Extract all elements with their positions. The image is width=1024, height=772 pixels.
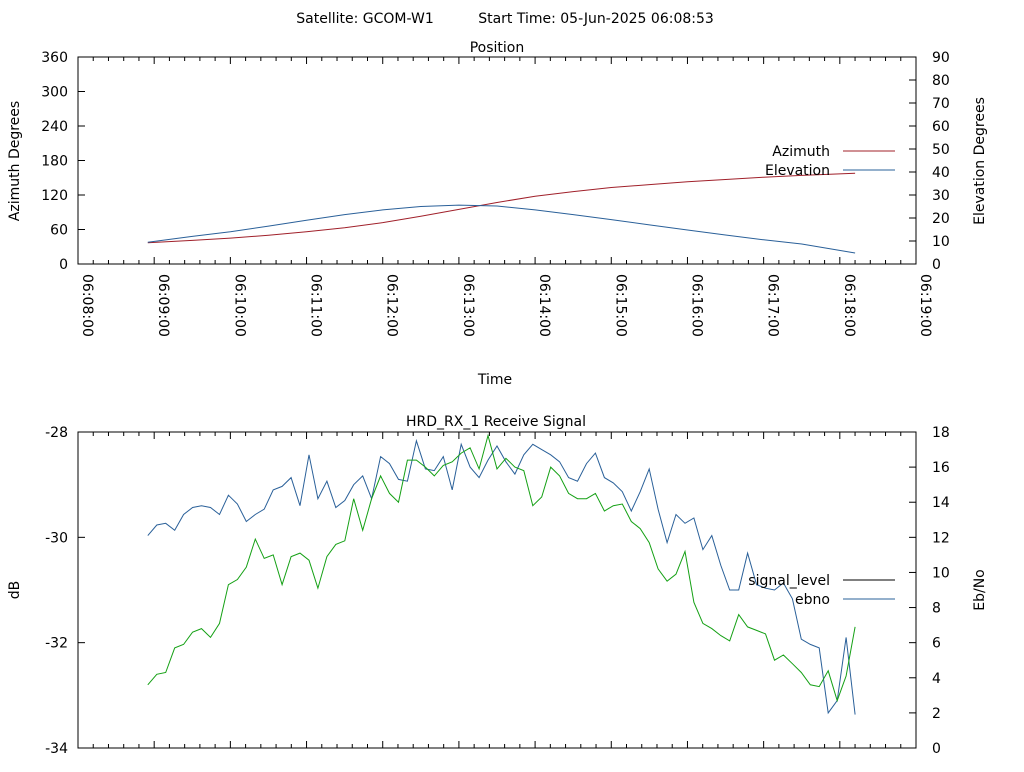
position-x-tick-label: 06:15:00 [612, 274, 628, 337]
position-x-tick-label: 06:19:00 [917, 274, 933, 337]
signal-y2-tick-label: 0 [932, 741, 941, 757]
signal-plot-frame [77, 431, 917, 749]
position-x-tick-label: 06:09:00 [155, 274, 171, 337]
position-y-tick-label: 120 [41, 188, 68, 204]
signal-y-tick-label: -32 [45, 636, 68, 652]
position-y2-tick-label: 10 [932, 234, 950, 250]
position-plot-frame [77, 56, 917, 265]
signal-series-lines [147, 433, 856, 715]
position-axis-ticks: 06:08:00 06:09:00 06:10:00 06:11:00 06:12:00… [41, 50, 950, 337]
position-x-tick-label: 06:18:00 [841, 274, 857, 337]
signal-y2-tick-label: 4 [932, 671, 941, 687]
position-y2-tick-label: 50 [932, 142, 950, 158]
position-y2-tick-label: 80 [932, 73, 950, 89]
position-y-axis-label: Azimuth Degrees [7, 101, 23, 221]
signal-series-green-line [147, 433, 856, 703]
position-chart-title: Position [470, 40, 525, 56]
signal-series-ebno-line [147, 438, 856, 715]
satellite-label: Satellite: GCOM-W1 [296, 11, 433, 27]
position-legend-label: Azimuth [772, 144, 830, 160]
position-x-tick-label: 06:11:00 [308, 274, 324, 337]
position-y-tick-label: 300 [41, 85, 68, 101]
signal-legend-label: signal_level [748, 573, 830, 589]
position-legend-label: Elevation [765, 163, 830, 179]
position-series-elevation-line [147, 204, 856, 254]
position-x-tick-label: 06:14:00 [536, 274, 552, 337]
signal-y-tick-label: -28 [45, 425, 68, 441]
position-y2-tick-label: 0 [932, 257, 941, 273]
signal-y2-tick-label: 18 [932, 425, 950, 441]
signal-axis-ticks: -34 -32 -30 -28 0 2 4 6 8 10 12 14 16 18 [45, 425, 950, 757]
position-series-lines [147, 172, 856, 254]
position-x-tick-label: 06:16:00 [688, 274, 704, 337]
position-y-tick-label: 0 [59, 257, 68, 273]
signal-y-axis-label: dB [7, 581, 23, 600]
position-y2-tick-label: 70 [932, 96, 950, 112]
position-y2-tick-label: 20 [932, 211, 950, 227]
start-time-label: Start Time: 05-Jun-2025 06:08:53 [478, 11, 714, 27]
signal-y-tick-label: -34 [45, 741, 68, 757]
position-y2-tick-label: 30 [932, 188, 950, 204]
position-x-tick-label: 06:10:00 [231, 274, 247, 337]
position-plot: 06:08:00 06:09:00 06:10:00 06:11:00 06:12:00… [41, 50, 950, 337]
position-y-tick-label: 240 [41, 119, 68, 135]
position-x-tick-label: 06:13:00 [460, 274, 476, 337]
position-x-tick-label: 06:17:00 [765, 274, 781, 337]
position-x-axis-label: Time [477, 372, 512, 388]
position-y2-tick-label: 40 [932, 165, 950, 181]
position-series-azimuth-line [147, 172, 856, 244]
signal-y2-tick-label: 12 [932, 530, 950, 546]
position-y2-axis-label: Elevation Degrees [972, 97, 988, 225]
signal-y2-tick-label: 14 [932, 495, 950, 511]
position-x-tick-label: 06:12:00 [384, 274, 400, 337]
signal-plot: -34 -32 -30 -28 0 2 4 6 8 10 12 14 16 18 signal_level… [45, 425, 950, 757]
signal-y2-tick-label: 16 [932, 460, 950, 476]
signal-legend-label: ebno [795, 592, 830, 608]
position-y-tick-label: 360 [41, 50, 68, 66]
signal-y-tick-label: -30 [45, 530, 68, 546]
signal-y2-tick-label: 2 [932, 706, 941, 722]
position-y-tick-label: 60 [50, 223, 68, 239]
signal-chart-title: HRD_RX_1 Receive Signal [406, 414, 586, 430]
position-y2-tick-label: 60 [932, 119, 950, 135]
signal-y2-axis-label: Eb/No [972, 569, 988, 611]
position-y2-tick-label: 90 [932, 50, 950, 66]
signal-y2-tick-label: 8 [932, 601, 941, 617]
position-x-tick-label: 06:08:00 [79, 274, 95, 337]
signal-y2-tick-label: 10 [932, 565, 950, 581]
signal-y2-tick-label: 6 [932, 636, 941, 652]
position-y-tick-label: 180 [41, 154, 68, 170]
position-legend: Azimuth Elevation [765, 144, 895, 179]
